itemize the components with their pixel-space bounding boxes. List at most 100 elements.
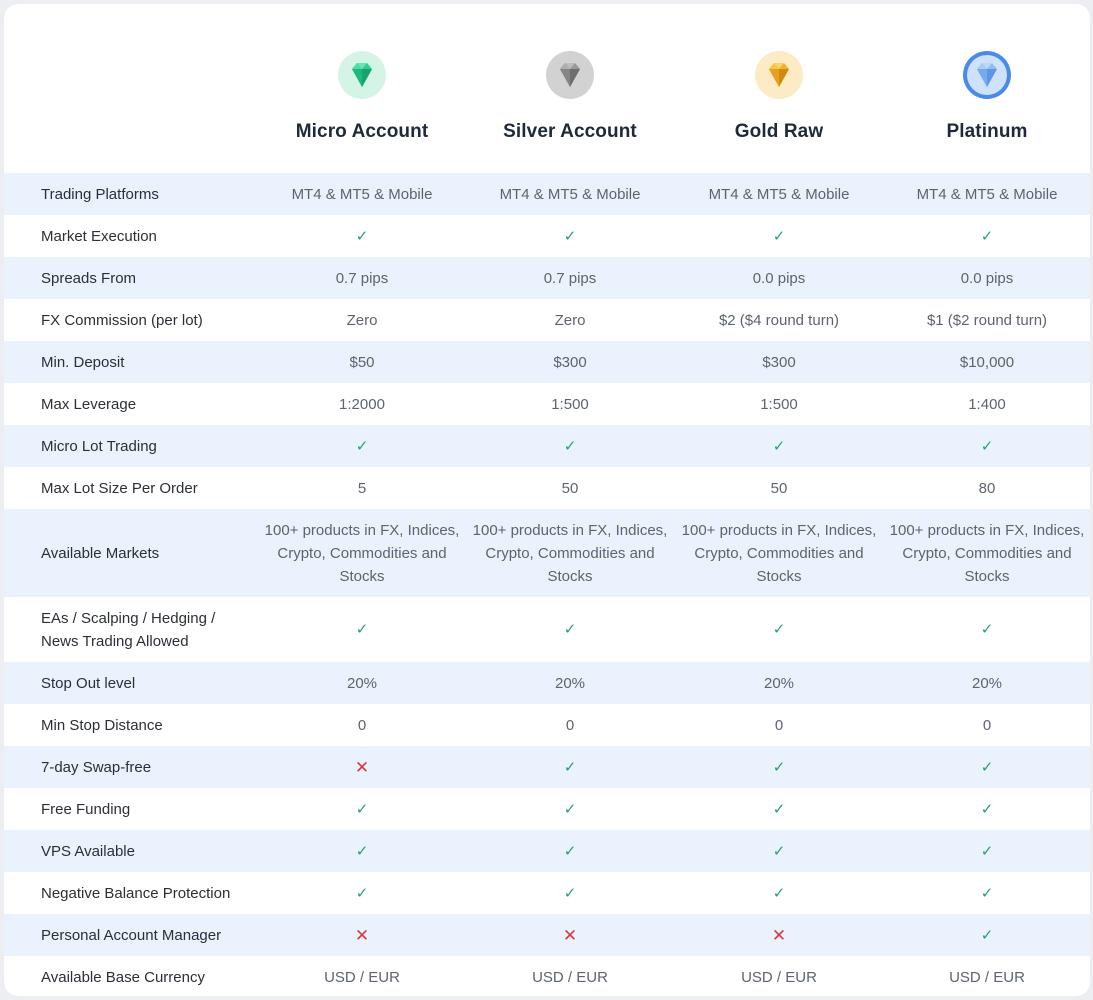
row-label: Negative Balance Protection <box>41 884 231 902</box>
row-label: Spreads From <box>41 269 137 287</box>
account-name: Micro Account <box>295 121 429 142</box>
check-icon: ✓ <box>772 842 786 860</box>
row-label: Trading Platforms <box>41 185 159 203</box>
table-row: 7-day Swap-free ✕ ✓ ✓ ✓ <box>4 746 1090 788</box>
check-icon: ✓ <box>772 758 786 776</box>
table-row: Min Stop Distance 0 0 0 0 <box>4 704 1090 746</box>
row-label: Free Funding <box>41 800 131 818</box>
cross-icon: ✕ <box>562 925 578 945</box>
row-label: Available Markets <box>41 544 160 562</box>
check-icon: ✓ <box>980 842 994 860</box>
check-icon: ✓ <box>772 884 786 902</box>
cell-value: USD / EUR <box>532 968 608 986</box>
table-row: Available Base Currency USD / EUR USD / … <box>4 956 1090 996</box>
account-name: Silver Account <box>503 121 637 142</box>
cell-value: USD / EUR <box>324 968 400 986</box>
cell-value: 20% <box>346 674 378 692</box>
row-label: VPS Available <box>41 842 135 860</box>
check-icon: ✓ <box>563 437 577 455</box>
cell-value: 1:2000 <box>339 395 385 413</box>
row-label: FX Commission (per lot) <box>41 311 203 329</box>
cell-value: 50 <box>770 479 788 497</box>
cell-value: 100+ products in FX, Indices, Crypto, Co… <box>889 521 1085 585</box>
account-column-gold: Gold Raw <box>675 4 883 176</box>
comparison-table: Trading Platforms MT4 & MT5 & Mobile MT4… <box>4 173 1090 996</box>
cell-value: Zero <box>554 311 586 329</box>
cell-value: $2 ($4 round turn) <box>718 311 840 329</box>
account-column-platinum: Platinum <box>883 4 1090 176</box>
row-label: Personal Account Manager <box>41 926 222 944</box>
cell-value: $300 <box>762 353 796 371</box>
silver-diamond-icon <box>546 51 594 99</box>
cell-value: 0 <box>774 716 784 734</box>
check-icon: ✓ <box>563 884 577 902</box>
row-label: Min. Deposit <box>41 353 125 371</box>
cross-icon: ✕ <box>354 757 370 777</box>
check-icon: ✓ <box>563 621 577 638</box>
row-label: Max Lot Size Per Order <box>41 479 198 497</box>
cell-value: MT4 & MT5 & Mobile <box>916 185 1058 203</box>
platinum-diamond-icon <box>963 51 1011 99</box>
table-row: Personal Account Manager ✕ ✕ ✕ ✓ <box>4 914 1090 956</box>
cell-value: 80 <box>978 479 996 497</box>
cell-value: 50 <box>561 479 579 497</box>
cell-value: 100+ products in FX, Indices, Crypto, Co… <box>472 521 668 585</box>
check-icon: ✓ <box>980 227 994 245</box>
check-icon: ✓ <box>772 437 786 455</box>
table-row: Available Markets 100+ products in FX, I… <box>4 509 1090 597</box>
cell-value: $50 <box>349 353 375 371</box>
check-icon: ✓ <box>980 800 994 818</box>
check-icon: ✓ <box>772 621 786 638</box>
check-icon: ✓ <box>772 800 786 818</box>
cell-value: 0.0 pips <box>960 269 1014 287</box>
gold-diamond-icon <box>755 51 803 99</box>
row-label: Available Base Currency <box>41 968 205 986</box>
check-icon: ✓ <box>772 227 786 245</box>
row-label: Max Leverage <box>41 395 137 413</box>
account-column-micro: Micro Account <box>258 4 466 176</box>
cell-value: 1:500 <box>551 395 589 413</box>
account-name: Gold Raw <box>734 121 824 142</box>
table-row: Free Funding ✓ ✓ ✓ ✓ <box>4 788 1090 830</box>
cell-value: $1 ($2 round turn) <box>926 311 1048 329</box>
cell-value: 20% <box>763 674 795 692</box>
cell-value: 0 <box>565 716 575 734</box>
table-row: Negative Balance Protection ✓ ✓ ✓ ✓ <box>4 872 1090 914</box>
account-header-row: Micro Account Silver Account <box>4 4 1090 176</box>
check-icon: ✓ <box>355 884 369 902</box>
table-row: Market Execution ✓ ✓ ✓ ✓ <box>4 215 1090 257</box>
cell-value: 100+ products in FX, Indices, Crypto, Co… <box>681 521 877 585</box>
cross-icon: ✕ <box>771 925 787 945</box>
cell-value: 20% <box>554 674 586 692</box>
cross-icon: ✕ <box>354 925 370 945</box>
check-icon: ✓ <box>980 926 994 944</box>
cell-value: 1:400 <box>968 395 1006 413</box>
row-label: 7-day Swap-free <box>41 758 152 776</box>
check-icon: ✓ <box>980 437 994 455</box>
cell-value: $10,000 <box>959 353 1015 371</box>
cell-value: 0.7 pips <box>335 269 389 287</box>
check-icon: ✓ <box>980 884 994 902</box>
check-icon: ✓ <box>563 800 577 818</box>
check-icon: ✓ <box>355 227 369 245</box>
table-row: Max Lot Size Per Order 5 50 50 80 <box>4 467 1090 509</box>
table-row: FX Commission (per lot) Zero Zero $2 ($4… <box>4 299 1090 341</box>
row-label: Market Execution <box>41 227 157 245</box>
table-row: Stop Out level 20% 20% 20% 20% <box>4 662 1090 704</box>
row-label: Min Stop Distance <box>41 716 163 734</box>
cell-value: 1:500 <box>760 395 798 413</box>
cell-value: Zero <box>346 311 378 329</box>
table-row: EAs / Scalping / Hedging / News Trading … <box>4 597 1090 662</box>
check-icon: ✓ <box>980 758 994 776</box>
emerald-diamond-icon <box>338 51 386 99</box>
cell-value: MT4 & MT5 & Mobile <box>291 185 433 203</box>
check-icon: ✓ <box>563 758 577 776</box>
check-icon: ✓ <box>355 800 369 818</box>
row-label: EAs / Scalping / Hedging / News Trading … <box>41 609 216 650</box>
cell-value: MT4 & MT5 & Mobile <box>708 185 850 203</box>
check-icon: ✓ <box>563 227 577 245</box>
table-row: Spreads From 0.7 pips 0.7 pips 0.0 pips … <box>4 257 1090 299</box>
check-icon: ✓ <box>355 842 369 860</box>
account-name: Platinum <box>946 121 1028 142</box>
table-row: Trading Platforms MT4 & MT5 & Mobile MT4… <box>4 173 1090 215</box>
